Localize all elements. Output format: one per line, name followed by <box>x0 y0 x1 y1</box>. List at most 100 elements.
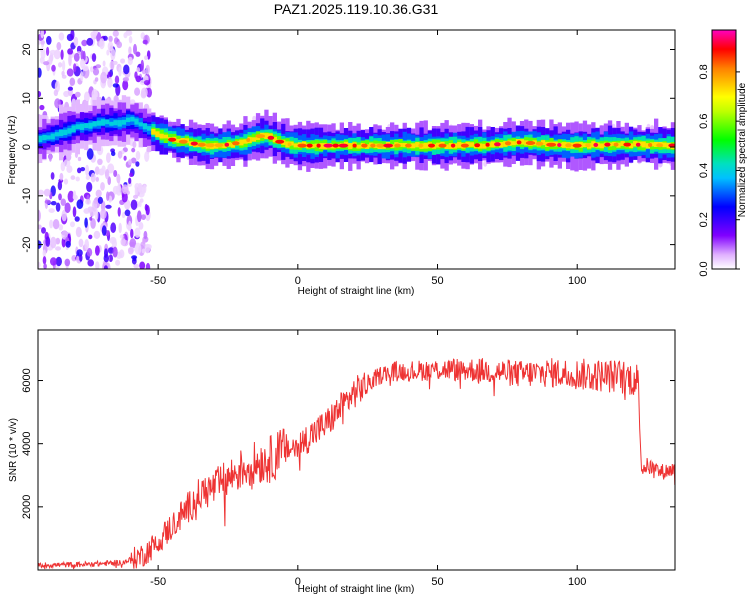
spectrogram-cell <box>144 243 151 254</box>
colorbar-tick-label: 0.2 <box>698 212 710 227</box>
spectrogram-cell <box>123 155 127 161</box>
spectrogram-cell <box>124 209 131 217</box>
y-tick-label: -20 <box>21 237 33 253</box>
spectrogram-cell <box>38 209 41 222</box>
spectrogram-cell <box>109 121 114 126</box>
spectrogram-cell <box>38 224 42 230</box>
spectrogram-cell <box>96 120 101 126</box>
spectrogram-cell <box>55 256 62 267</box>
spectrogram-cell <box>107 41 114 52</box>
spectrogram-cell <box>132 256 137 262</box>
spectrogram-cell <box>151 128 156 135</box>
spectrogram-cell <box>120 238 126 246</box>
spectrogram-cell <box>316 143 321 148</box>
spectrogram-cell <box>52 219 60 230</box>
spectrogram-cell <box>485 142 490 147</box>
spectrogram-cell <box>376 143 385 148</box>
spectrogram-cell <box>370 143 376 148</box>
spectrogram-cell <box>482 143 487 149</box>
spectrogram-cell <box>143 230 148 240</box>
spectrogram-cell <box>139 261 146 269</box>
spectrogram-cell <box>130 157 137 164</box>
spectrogram-cell <box>118 66 122 77</box>
spectrogram-cell <box>76 199 84 210</box>
spectrogram-cell <box>133 43 137 55</box>
spectrogram-cell <box>75 226 82 238</box>
spectrogram-cell <box>46 135 51 140</box>
spectrogram-cell <box>239 139 244 146</box>
spectrogram-cell <box>113 170 118 177</box>
spectrogram-cell <box>85 199 92 205</box>
spectrogram-cell <box>117 120 122 127</box>
spectrogram-cell <box>86 247 93 257</box>
spectrogram-cell <box>75 124 80 129</box>
spectrogram-cell <box>134 118 139 125</box>
spectrogram-cell <box>50 201 57 206</box>
spectrogram-cell <box>133 263 140 269</box>
spectrogram-cell <box>525 141 536 145</box>
spectrogram-cell <box>87 259 94 267</box>
spectrogram-cell <box>348 143 353 149</box>
spectrogram-cell <box>71 255 77 262</box>
spectrogram-cell <box>109 60 115 70</box>
spectrogram-cell <box>356 144 361 149</box>
spectrogram-cell <box>89 216 93 221</box>
spectrogram-cell <box>60 198 66 206</box>
spectrogram-cell <box>478 143 483 149</box>
spectrogram-cell <box>84 91 90 103</box>
spectrogram-cell <box>58 62 63 68</box>
spectrogram-cell <box>69 77 76 87</box>
spectrogram-cell <box>91 88 98 101</box>
spectrogram-cell <box>95 261 100 269</box>
spectrogram-cell <box>656 143 663 148</box>
spectrogram-cell <box>352 143 357 148</box>
spectrogram-cell <box>84 123 89 128</box>
spectrogram-cell <box>107 176 111 186</box>
spectrogram-cell <box>402 143 407 148</box>
spectrogram-cell <box>140 59 144 72</box>
spectrogram-cell <box>54 80 61 93</box>
spectrogram-cell <box>107 76 113 88</box>
spectrogram-cell <box>398 143 403 147</box>
colorbar-label: Normalized spectral amplitude <box>737 82 748 217</box>
spectrogram-cell <box>127 56 133 66</box>
spectrogram-cell <box>604 142 611 147</box>
spectrogram-cell <box>50 257 57 266</box>
spectrogram-cell <box>112 185 119 195</box>
x-tick-label: -50 <box>150 576 166 588</box>
spectrogram-cell <box>130 228 134 239</box>
spectrogram-cell <box>159 133 164 139</box>
spectrogram-cell <box>648 143 653 147</box>
spectrogram-cell <box>123 32 128 39</box>
spectrogram-cell <box>144 203 148 212</box>
spectrogram-cell <box>46 46 50 57</box>
spectrogram-cell <box>141 214 146 221</box>
spectrogram-cell <box>106 152 111 164</box>
colorbar: 0.0 0.2 0.4 0.6 0.8 Normalized spectral ampl… <box>698 29 748 277</box>
spectrogram-cell <box>79 254 83 262</box>
spectrogram-cell <box>61 209 67 222</box>
spectrogram-cell <box>146 87 153 98</box>
spectrogram-cell <box>90 218 96 229</box>
x-tick-label: 50 <box>431 275 443 287</box>
spectrogram-cell <box>115 259 121 266</box>
spectrogram-cell <box>102 60 106 67</box>
spectrogram-cell <box>55 246 61 251</box>
spectrogram-cell <box>55 237 61 245</box>
spectrogram-cell <box>49 219 54 229</box>
spectrogram-cell <box>95 64 102 69</box>
spectrogram-cell <box>448 143 453 149</box>
spectrogram-cell <box>585 143 591 148</box>
spectrogram-cell <box>116 41 122 49</box>
x-tick-label: 0 <box>295 275 301 287</box>
spectrogram-cell <box>129 238 137 249</box>
spectrogram-cell <box>39 104 45 111</box>
spectrogram-cell <box>59 172 64 181</box>
spectrogram-cell <box>65 240 71 248</box>
spectrogram-cell <box>272 136 277 143</box>
spectrogram-cell <box>67 190 75 203</box>
spectrogram-cell <box>64 202 71 214</box>
spectrogram-cell <box>114 94 119 104</box>
spectrogram-cell <box>168 137 177 142</box>
spectrogram-cell <box>117 207 121 217</box>
